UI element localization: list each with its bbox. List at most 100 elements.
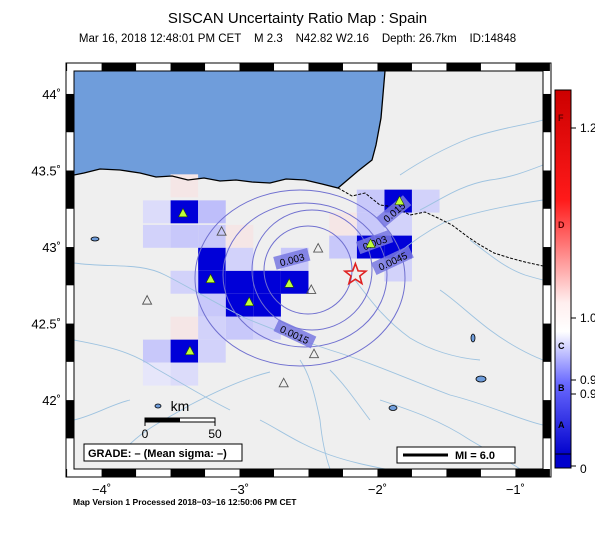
- colorbar-letter-d: D: [558, 220, 565, 230]
- station-open-triangle-icon: [306, 283, 317, 294]
- frame-tick-left: [66, 400, 74, 439]
- colorbar-value-1-2: 1.2: [580, 121, 595, 135]
- frame-tick-top: [515, 63, 550, 71]
- frame-tick-bottom: [66, 469, 68, 477]
- station-triangle-icon: [205, 273, 216, 283]
- colorbar-value-0-9b: 0.9: [580, 387, 595, 401]
- mi-legend-text: MI = 6.0: [455, 450, 495, 462]
- grid-cell: [253, 316, 281, 340]
- station-open-triangle-icon: [308, 348, 320, 359]
- event-depth: Depth: 26.7km: [381, 33, 457, 45]
- station-open-triangle-icon: [312, 242, 324, 253]
- epicenter-star-icon: [342, 261, 369, 286]
- grade-text: GRADE: – (Mean sigma: –): [88, 448, 227, 460]
- grid-cell: [198, 224, 226, 248]
- lon-tick-label: −4˚: [92, 482, 111, 497]
- lat-tick-label: 42˚: [42, 393, 61, 408]
- colorbar: F D C B A 1.2 1.0 0.9 0.9 0: [554, 89, 595, 476]
- frame: [65, 62, 552, 478]
- grid-cell: [225, 224, 254, 248]
- grid-cell: [329, 235, 357, 259]
- grid-cell: [411, 189, 440, 213]
- station-triangle-icon: [244, 296, 255, 306]
- coastline: [74, 71, 386, 189]
- event-location: N42.82 W2.16: [295, 33, 370, 45]
- frame-tick-bottom: [308, 469, 343, 477]
- grid-cell: [170, 174, 199, 198]
- frame-tick-top: [239, 63, 275, 71]
- frame-tick-right: [543, 93, 551, 133]
- station-triangle-icon: [394, 195, 405, 205]
- grid-cell: [198, 200, 226, 224]
- grid-cell: [225, 247, 254, 271]
- colorbar-letter-c: C: [558, 341, 565, 351]
- grid-cell: [329, 212, 357, 236]
- scalebar-label: km: [171, 398, 190, 414]
- lon-tick-label: −1˚: [506, 482, 525, 497]
- frame-tick-bottom: [377, 469, 412, 477]
- grid-cell: [198, 247, 226, 271]
- scalebar-tick-50: 50: [208, 427, 222, 441]
- station-triangle-icon: [184, 345, 195, 355]
- axis-labels: −4˚ −3˚ −2˚ −1˚ 44˚ 43.5˚ 43˚ 42.5˚ 42˚: [31, 87, 525, 497]
- colorbar-value-0: 0: [580, 462, 587, 476]
- station-triangle-icon: [284, 278, 295, 288]
- grade-box: GRADE: – (Mean sigma: –): [83, 443, 243, 462]
- grid-cell: [170, 362, 199, 386]
- lat-tick-label: 44˚: [42, 87, 61, 102]
- grid-cell: [225, 316, 254, 340]
- contour-label-box: [355, 229, 394, 255]
- colorbar-letter-f: F: [558, 113, 564, 123]
- uncertainty-grid: [142, 174, 440, 386]
- frame-tick-bottom: [101, 469, 137, 477]
- contours: [194, 189, 406, 367]
- frame-tick-top: [446, 63, 481, 71]
- grid-cell: [198, 293, 226, 317]
- grid-cell: [142, 362, 171, 386]
- frame-tick-bottom: [170, 469, 206, 477]
- event-datetime: Mar 16, 2018 12:48:01 PM CET: [78, 33, 242, 45]
- grid-cell: [225, 270, 254, 294]
- grid-cell: [142, 200, 171, 224]
- frame-tick-top: [308, 63, 343, 71]
- colorbar-letter-a: A: [558, 420, 565, 430]
- frame-tick-top: [66, 63, 68, 71]
- station-open-triangle-icon: [216, 225, 227, 236]
- grid-cell: [356, 189, 385, 213]
- colorbar-letter-b: B: [558, 383, 565, 393]
- grid-cell: [142, 224, 171, 248]
- stations-open: [141, 225, 324, 388]
- grid-cell: [170, 339, 199, 363]
- grid-cell: [253, 293, 281, 317]
- frame-tick-top: [377, 63, 412, 71]
- processing-footer: Map Version 1 Processed 2018−03−16 12:50…: [73, 497, 297, 507]
- bay-of-biscay: [74, 71, 385, 188]
- frame-tick-right: [543, 170, 551, 209]
- grid-cell: [142, 339, 171, 363]
- grid-cell: [170, 224, 199, 248]
- map-title: SISCAN Uncertainty Ratio Map : Spain: [167, 10, 428, 27]
- colorbar-value-1-0: 1.0: [580, 311, 595, 325]
- event-id: ID:14848: [469, 33, 517, 45]
- lat-tick-label: 43˚: [42, 240, 61, 255]
- frame-tick-left: [66, 93, 74, 133]
- frame-tick-right: [543, 247, 551, 286]
- frame-tick-top: [170, 63, 206, 71]
- scalebar-tick-0: 0: [142, 427, 149, 441]
- event-info: Mar 16, 2018 12:48:01 PM CET M 2.3 N42.8…: [0, 33, 595, 45]
- frame-tick-bottom: [239, 469, 275, 477]
- frame-tick-bottom: [446, 469, 481, 477]
- grid-cell: [170, 316, 199, 340]
- frame-tick-top: [101, 63, 137, 71]
- scalebar: km 0 50: [142, 398, 222, 441]
- lat-tick-label: 42.5˚: [31, 317, 61, 332]
- colorbar-value-0-9a: 0.9: [580, 373, 595, 387]
- grid-cell: [198, 339, 226, 363]
- station-triangle-icon: [177, 207, 188, 218]
- contour-label-box: [273, 247, 311, 270]
- station-triangle-icon: [365, 238, 376, 248]
- station-open-triangle-icon: [278, 377, 289, 388]
- frame-tick-right: [543, 400, 551, 439]
